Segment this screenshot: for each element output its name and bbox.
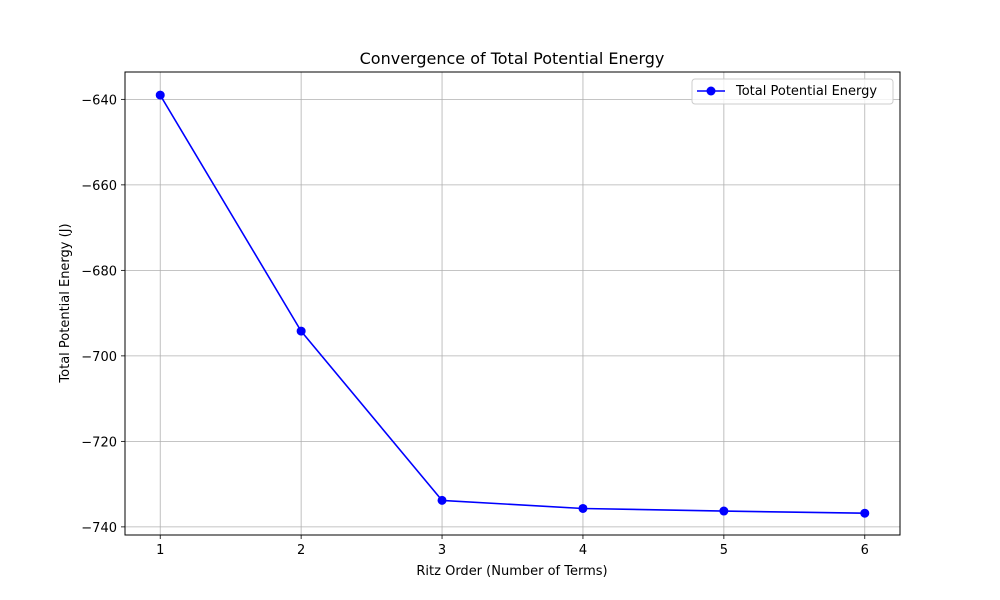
x-tick-label: 5: [720, 543, 728, 558]
y-axis: −640 −660 −680 −700 −720 −740: [81, 93, 125, 536]
y-tick-label: −660: [81, 179, 117, 194]
grid: [125, 72, 900, 535]
x-tick-label: 6: [861, 543, 869, 558]
x-tick-label: 1: [156, 543, 164, 558]
x-tick-label: 2: [297, 543, 305, 558]
legend-box: [691, 78, 894, 105]
y-tick-label: −720: [81, 435, 117, 450]
x-axis: 1 2 3 4 5 6: [156, 535, 869, 558]
series-line: [159, 94, 865, 514]
data-point: [860, 508, 870, 518]
x-tick-label: 4: [579, 543, 587, 558]
y-tick-label: −740: [81, 521, 117, 536]
y-tick-label: −640: [81, 93, 117, 108]
x-axis-label: Ritz Order (Number of Terms): [416, 564, 607, 579]
data-point: [578, 503, 588, 513]
data-series: [155, 90, 870, 518]
data-point: [155, 90, 165, 100]
x-tick-label: 3: [438, 543, 446, 558]
chart-title: Convergence of Total Potential Energy: [360, 49, 665, 68]
data-point: [719, 506, 729, 516]
data-point: [296, 326, 306, 336]
data-point: [437, 495, 447, 505]
legend: Total Potential Energy: [691, 78, 894, 105]
plot-frame: [124, 71, 901, 536]
legend-marker-swatch: [706, 86, 716, 96]
y-tick-label: −680: [81, 264, 117, 279]
y-tick-label: −700: [81, 350, 117, 365]
y-axis-label: Total Potential Energy (J): [58, 223, 73, 383]
legend-entry-label: Total Potential Energy: [735, 84, 877, 99]
